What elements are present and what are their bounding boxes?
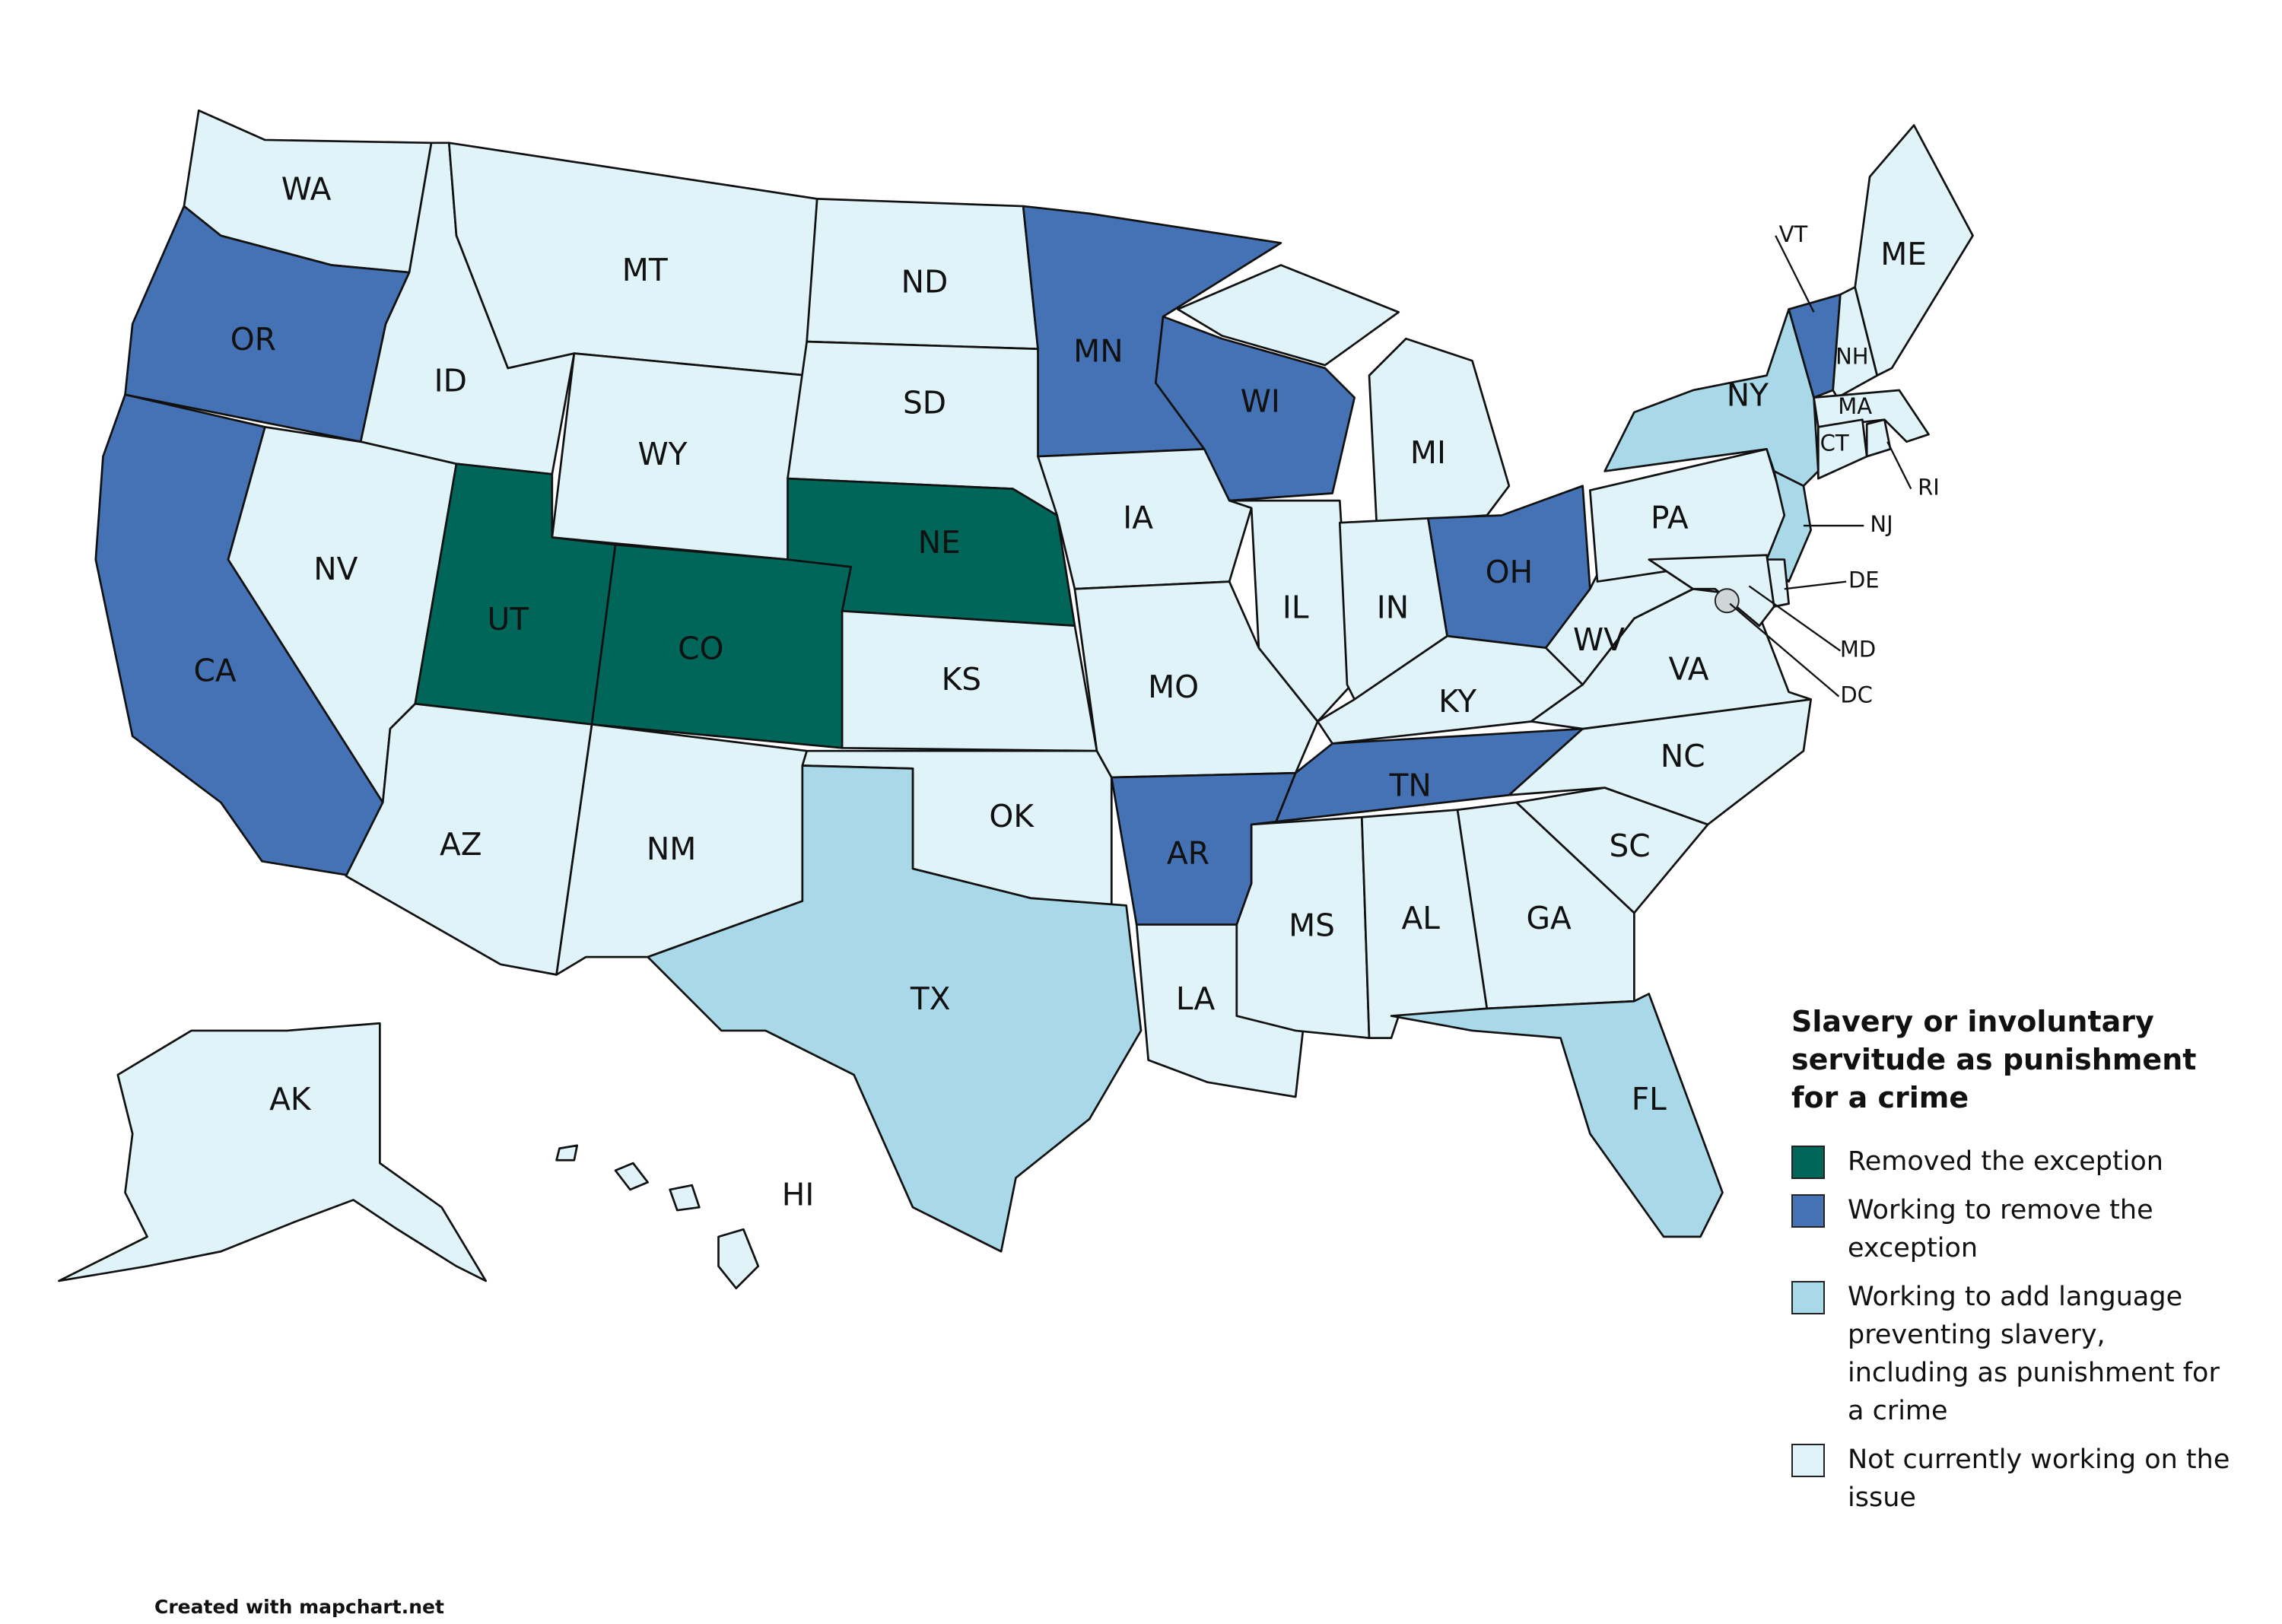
legend-swatch — [1791, 1281, 1825, 1314]
legend-item: Removed the exception — [1791, 1143, 2233, 1181]
state-label: CO — [678, 631, 723, 667]
state-label: PA — [1651, 499, 1689, 536]
state-label: IL — [1282, 589, 1309, 625]
state-labels: WA OR CA ID NV MT WY UT CO AZ NM ND SD NE KS OK TX MN IA MO… — [193, 171, 1939, 1213]
state-label: MN — [1073, 333, 1123, 370]
legend-label: Removed the exception — [1848, 1146, 2163, 1177]
state-label: OH — [1486, 554, 1534, 590]
leader-line — [1775, 235, 1815, 313]
state-label: HI — [782, 1177, 815, 1213]
state-label: ME — [1880, 236, 1927, 272]
leader-line — [1784, 580, 1847, 590]
state-label: WY — [637, 436, 687, 472]
legend-label: Working to remove the exception — [1848, 1195, 2153, 1263]
state-label: KY — [1438, 683, 1476, 720]
state-label: NM — [647, 831, 696, 867]
state-shape — [1390, 993, 1724, 1238]
state-label: OR — [230, 321, 276, 358]
state-label: KS — [942, 661, 981, 698]
state-label: NV — [313, 551, 358, 587]
state-label: NY — [1727, 377, 1769, 414]
state-label: MT — [622, 252, 668, 288]
state-label: IN — [1377, 589, 1409, 625]
legend-items: Removed the exception Working to remove t… — [1791, 1143, 2233, 1517]
leader-line — [1748, 585, 1842, 652]
state-label: NC — [1661, 738, 1705, 774]
state-label: TX — [910, 980, 951, 1017]
state-label: IA — [1123, 499, 1153, 536]
state-label: MD — [1840, 637, 1876, 663]
state-shape — [1766, 470, 1812, 583]
state-shape — [1456, 801, 1635, 1010]
state-label: LA — [1176, 980, 1216, 1017]
state-label: MA — [1838, 393, 1872, 419]
legend-title: Slavery or involuntary servitude as puni… — [1791, 1005, 2197, 1114]
state-label: RI — [1918, 475, 1940, 501]
state-label: NJ — [1870, 511, 1893, 537]
leader-line — [1729, 602, 1840, 698]
state-label: DE — [1848, 567, 1880, 593]
state-shape — [1854, 124, 1974, 377]
legend: Slavery or involuntary servitude as puni… — [1791, 1003, 2233, 1527]
legend-item: Working to add language preventing slave… — [1791, 1278, 2233, 1430]
state-label: GA — [1526, 900, 1571, 936]
state-label: MS — [1289, 907, 1335, 943]
credit: Created with mapchart.net — [154, 1596, 444, 1618]
state-label: AL — [1402, 900, 1441, 936]
legend-item: Not currently working on the issue — [1791, 1441, 2233, 1517]
legend-label: Not currently working on the issue — [1848, 1444, 2230, 1513]
state-label: VA — [1669, 651, 1709, 688]
state-label: SC — [1610, 828, 1651, 864]
state-label: CT — [1820, 431, 1849, 456]
state-label: VT — [1779, 221, 1808, 247]
state-label: AR — [1167, 835, 1209, 872]
legend-swatch — [1791, 1194, 1825, 1228]
legend-swatch — [1791, 1444, 1825, 1477]
state-shape — [1603, 308, 1820, 488]
state-label: SD — [903, 384, 946, 421]
state-label: WI — [1241, 383, 1280, 419]
state-label: NH — [1835, 343, 1869, 369]
legend-label: Working to add language preventing slave… — [1848, 1282, 2220, 1426]
state-label: TN — [1389, 768, 1432, 804]
state-shapes — [58, 109, 1974, 1289]
state-label: MO — [1148, 669, 1199, 705]
state-shape — [1865, 418, 1892, 458]
state-label: ID — [434, 362, 467, 399]
state-label: AK — [269, 1081, 312, 1117]
state-label: FL — [1632, 1081, 1667, 1117]
state-shape — [647, 764, 1143, 1253]
state-label: NE — [918, 524, 961, 561]
state-label: WV — [1573, 621, 1625, 658]
state-label: MI — [1410, 434, 1446, 471]
state-label: AZ — [440, 826, 482, 863]
state-shape — [1155, 315, 1356, 502]
state-shape — [555, 1144, 760, 1289]
legend-item: Working to remove the exception — [1791, 1191, 2233, 1267]
state-shape — [1073, 580, 1319, 779]
state-label: ND — [901, 264, 949, 300]
state-label: CA — [193, 653, 236, 689]
leader-line — [1886, 441, 1912, 490]
state-label: OK — [989, 798, 1035, 834]
state-shape — [1832, 286, 1879, 399]
state-shape — [58, 1022, 488, 1282]
legend-swatch — [1791, 1146, 1825, 1179]
state-label: UT — [487, 601, 529, 637]
state-label: DC — [1840, 682, 1873, 708]
state-label: WA — [281, 171, 332, 208]
state-shape — [1648, 554, 1775, 628]
